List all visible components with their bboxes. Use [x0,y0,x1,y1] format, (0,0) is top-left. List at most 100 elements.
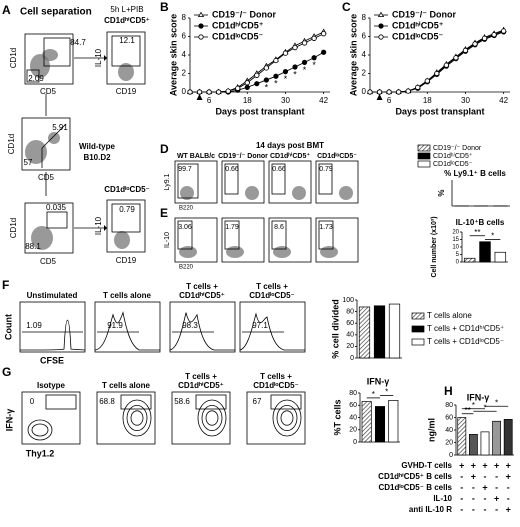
axis-label: CD5 [40,87,57,96]
condition-sign: - [507,482,510,492]
cell-population [273,246,291,258]
y-tick-label: 5 [456,252,460,258]
flow-plot [174,160,218,204]
gate-value: 97.1 [252,321,268,330]
data-point [187,89,193,95]
gate-value: 84.7 [70,38,86,47]
data-point [273,57,279,64]
column-label: CD1dʰⁱCD5⁺ [178,381,224,390]
cell-population [179,246,197,258]
data-point [321,49,327,55]
gate-value: 57 [24,158,33,167]
condition-sign: - [495,471,498,481]
contour [122,399,152,437]
cell-population [226,246,244,258]
axis-label: CFSE [40,355,64,365]
column-label: CD19⁻/⁻ Donor [218,153,268,160]
y-tick-label: 20 [452,230,459,236]
condition-label: CD1dˡᵒCD5⁻ B cells [378,483,452,492]
data-point [292,64,298,70]
gate [224,220,240,250]
condition-label: IL-10 [433,494,452,503]
condition-sign: + [494,493,499,503]
data-point [481,35,488,41]
y-tick-label: 40 [445,427,453,434]
data-point [244,80,250,86]
axis-label: CD1d [9,218,18,238]
axis-label: CD19 [116,256,137,265]
gate-value: 0.035 [46,203,67,212]
gate-value: 12.1 [119,36,135,45]
legend-swatch [411,325,425,333]
column-label: CD1dʰⁱCD5⁺ [179,291,225,300]
legend-label: CD19⁻/⁻ Donor [392,9,457,19]
gate-value: 68.8 [99,397,115,406]
data-point [311,35,317,41]
panel-letter: H [444,384,453,398]
x-tick-label: 6 [207,96,212,105]
data-point [254,81,260,87]
flow-plot [21,391,81,445]
axis-label: Thy1.2 [26,448,55,458]
legend-label: T cells + CD1dˡᵒCD5⁻ [427,337,504,346]
transplant-marker [196,94,203,100]
y-tick-label: 6 [182,32,187,41]
y-tick-label: 20 [349,427,357,434]
gate-value: 3.06 [178,224,192,231]
condition-label: GVHD-T cells [401,461,452,470]
gate [111,35,141,67]
contour [27,419,53,441]
flow-plot [221,160,265,204]
gate [41,123,67,149]
column-label: Isotype [37,381,66,390]
panel-title: Cell separation [20,7,92,18]
data-point [501,28,507,34]
significance: * [265,82,269,92]
y-tick-label: 0 [182,87,187,96]
data-point [424,78,430,84]
y-tick-label: 20 [346,343,354,350]
column-label: CD1dˡᵒCD5⁻ [253,381,299,390]
gate-value: 2.09 [28,74,44,83]
cell-population [114,231,130,249]
column-label: CD1dˡᵒCD5⁻ [249,291,295,300]
data-point [434,70,440,77]
x-tick-label: 18 [423,96,432,105]
legend-marker [198,34,204,40]
data-point [311,55,317,61]
population-label: CD1dʰⁱCD5⁺ [104,16,150,25]
chart-title: IFN-γ [467,392,490,402]
arrow-head [104,225,107,231]
y-tick-label: 80 [349,390,357,397]
gate [224,163,239,195]
histogram [239,312,305,351]
flow-plot [24,33,74,85]
y-tick-label: 8 [362,13,367,22]
bar [468,434,478,456]
gate-value: 1.79 [225,224,239,231]
y-tick-label: 20 [445,439,453,446]
axis-title: Days post transplant [395,106,484,116]
flow-plot [106,199,146,253]
gate-value: 99.7 [178,166,192,173]
condition-sign: - [472,493,475,503]
significance: * [385,388,388,397]
contour [130,410,144,426]
y-tick-label: 40 [346,332,354,339]
condition-label: 5h L+PIB [110,5,143,14]
legend-marker [378,23,384,29]
bar [503,419,513,456]
column-label: WT BALB/c [177,153,215,160]
condition-sign: - [472,504,475,514]
bar [494,251,507,263]
significance: * [483,403,486,412]
gate [177,163,199,199]
flow-plot [268,217,312,263]
panel-letter: C [342,0,351,14]
gate-value: 0.66 [272,166,286,173]
condition-sign: - [460,471,463,481]
gate-value: 8.6 [274,224,284,231]
data-point [263,65,269,71]
significance: * [284,74,288,84]
data-point [376,89,383,95]
